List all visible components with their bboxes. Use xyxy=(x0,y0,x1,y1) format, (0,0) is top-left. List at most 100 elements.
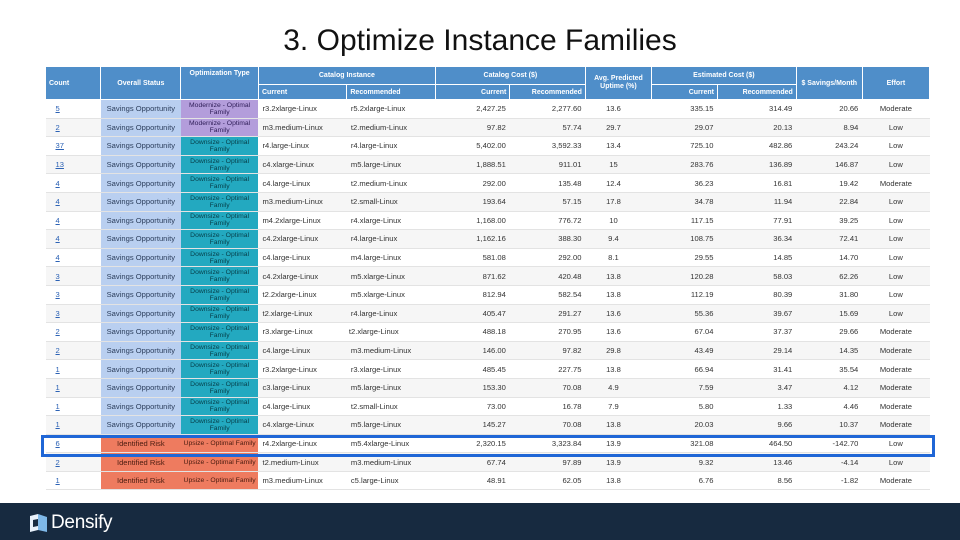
count-link: 3 xyxy=(45,266,101,286)
table-row[interactable]: 4 Savings Opportunity Downsize - Optimal F… xyxy=(45,192,930,212)
header-avg-uptime[interactable]: Avg. Predicted Uptime (%) xyxy=(584,66,652,100)
header-catalog-cost: Catalog Cost ($) xyxy=(434,66,586,85)
count-link[interactable]: 1 xyxy=(55,401,60,411)
count-link[interactable]: 6 xyxy=(55,438,60,448)
count-link: 2 xyxy=(45,452,101,472)
count-link[interactable]: 2 xyxy=(55,327,60,337)
header-cost-recommended[interactable]: Recommended xyxy=(509,84,586,100)
current-instance-cell: c4.large-Linux xyxy=(258,248,347,268)
overall-status-cell: Savings Opportunity xyxy=(100,397,181,417)
count-link[interactable]: 3 xyxy=(55,271,60,281)
recommended-estimated-cost-cell: 464.50 xyxy=(717,434,797,454)
count-link[interactable]: 1 xyxy=(55,476,60,486)
table-row[interactable]: 2 Savings Opportunity Downsize - Optimal F… xyxy=(45,322,930,342)
table-row[interactable]: 3 Savings Opportunity Downsize - Optimal F… xyxy=(45,285,930,305)
table-row[interactable]: 1 Savings Opportunity Downsize - Optimal F… xyxy=(45,359,930,379)
current-catalog-cost-cell: 145.27 xyxy=(435,415,510,435)
count-link: 3 xyxy=(45,304,101,324)
count-link: 2 xyxy=(45,322,101,342)
current-estimated-cost-cell: 55.36 xyxy=(651,304,718,324)
table-row[interactable]: 2 Identified Risk Upsize - Optimal Family t… xyxy=(45,452,930,472)
table-row[interactable]: 6 Identified Risk Upsize - Optimal Family r… xyxy=(45,434,930,454)
current-catalog-cost-cell: 97.82 xyxy=(435,118,510,138)
header-count[interactable]: Count xyxy=(44,66,102,100)
table-row[interactable]: 5 Savings Opportunity Modernize - Optimal … xyxy=(45,99,930,119)
current-estimated-cost-cell: 29.07 xyxy=(651,118,718,138)
optimization-type-cell: Downsize - Optimal Family xyxy=(180,397,259,417)
savings-month-cell: -1.82 xyxy=(796,471,863,491)
table-row[interactable]: 1 Identified Risk Upsize - Optimal Family m… xyxy=(45,471,930,491)
table-row[interactable]: 1 Savings Opportunity Downsize - Optimal F… xyxy=(45,415,930,435)
count-link[interactable]: 2 xyxy=(55,346,60,356)
overall-status-cell: Savings Opportunity xyxy=(100,322,181,342)
current-instance-cell: t2.medium-Linux xyxy=(258,452,347,472)
header-est-current[interactable]: Current xyxy=(650,84,718,100)
count-link: 4 xyxy=(45,248,101,268)
count-link[interactable]: 4 xyxy=(55,215,60,225)
header-savings-month[interactable]: $ Savings/Month xyxy=(795,66,863,100)
table-row[interactable]: 37 Savings Opportunity Downsize - Optimal … xyxy=(45,136,930,156)
count-link: 4 xyxy=(45,229,101,249)
header-catalog-current[interactable]: Current xyxy=(257,84,348,100)
current-estimated-cost-cell: 5.80 xyxy=(651,397,718,417)
optimization-type-cell: Downsize - Optimal Family xyxy=(180,136,259,156)
table-row[interactable]: 4 Savings Opportunity Downsize - Optimal F… xyxy=(45,173,930,193)
table-row[interactable]: 4 Savings Opportunity Downsize - Optimal F… xyxy=(45,229,930,249)
table-row[interactable]: 3 Savings Opportunity Downsize - Optimal F… xyxy=(45,266,930,286)
count-link[interactable]: 4 xyxy=(55,253,60,263)
current-catalog-cost-cell: 581.08 xyxy=(435,248,510,268)
count-link[interactable]: 2 xyxy=(55,457,60,467)
count-link[interactable]: 4 xyxy=(55,234,60,244)
current-instance-cell: r3.2xlarge-Linux xyxy=(258,99,347,119)
recommended-instance-cell: 1t2.xlarge-Linux xyxy=(346,322,436,342)
current-estimated-cost-cell: 29.55 xyxy=(651,248,718,268)
count-link[interactable]: 1 xyxy=(55,364,60,374)
table-row[interactable]: 2 Savings Opportunity Downsize - Optimal F… xyxy=(45,341,930,361)
count-link[interactable]: 2 xyxy=(55,122,60,132)
recommended-instance-cell: m5.large-Linux xyxy=(346,415,436,435)
effort-cell: Moderate xyxy=(862,378,930,398)
count-link[interactable]: 37 xyxy=(55,141,64,151)
recommended-instance-cell: t2.small-Linux xyxy=(346,192,436,212)
overall-status-cell: Savings Opportunity xyxy=(100,118,181,138)
table-row[interactable]: 4 Savings Opportunity Downsize - Optimal F… xyxy=(45,248,930,268)
savings-month-cell: -4.14 xyxy=(796,452,863,472)
header-catalog-recommended[interactable]: Recommended xyxy=(346,84,436,100)
header-effort[interactable]: Effort xyxy=(861,66,931,100)
current-catalog-cost-cell: 485.45 xyxy=(435,359,510,379)
recommended-estimated-cost-cell: 39.67 xyxy=(717,304,797,324)
count-link[interactable]: 5 xyxy=(55,104,60,114)
count-link[interactable]: 13 xyxy=(55,160,64,170)
current-catalog-cost-cell: 73.00 xyxy=(435,397,510,417)
count-link[interactable]: 3 xyxy=(55,290,60,300)
table-row[interactable]: 2 Savings Opportunity Modernize - Optimal … xyxy=(45,118,930,138)
count-link[interactable]: 4 xyxy=(55,197,60,207)
header-est-recommended[interactable]: Recommended xyxy=(716,84,797,100)
recommended-catalog-cost-cell: 62.05 xyxy=(509,471,586,491)
table-row[interactable]: 4 Savings Opportunity Downsize - Optimal F… xyxy=(45,211,930,231)
header-overall-status[interactable]: Overall Status xyxy=(100,66,182,100)
effort-cell: Low xyxy=(862,118,930,138)
overall-status-cell: Savings Opportunity xyxy=(100,211,181,231)
recommended-catalog-cost-cell: 97.89 xyxy=(509,452,586,472)
avg-uptime-cell: 13.6 xyxy=(585,304,652,324)
current-estimated-cost-cell: 117.15 xyxy=(651,211,718,231)
overall-status-cell: Savings Opportunity xyxy=(100,192,181,212)
count-link[interactable]: 4 xyxy=(55,178,60,188)
count-link: 1 xyxy=(45,471,101,491)
avg-uptime-cell: 13.8 xyxy=(585,471,652,491)
header-optimization-type[interactable]: Optimization Type xyxy=(180,66,259,100)
count-link[interactable]: 1 xyxy=(55,420,60,430)
table-row[interactable]: 1 Savings Opportunity Downsize - Optimal F… xyxy=(45,397,930,417)
savings-month-cell: 19.42 xyxy=(796,173,863,193)
count-link[interactable]: 1 xyxy=(55,383,60,393)
header-cost-current[interactable]: Current xyxy=(434,84,511,100)
table-row[interactable]: 1 Savings Opportunity Downsize - Optimal F… xyxy=(45,378,930,398)
count-link[interactable]: 3 xyxy=(55,308,60,318)
current-estimated-cost-cell: 112.19 xyxy=(651,285,718,305)
savings-month-cell: 20.66 xyxy=(796,99,863,119)
current-catalog-cost-cell: 292.00 xyxy=(435,173,510,193)
table-row[interactable]: 13 Savings Opportunity Downsize - Optimal … xyxy=(45,155,930,175)
table-row[interactable]: 3 Savings Opportunity Downsize - Optimal F… xyxy=(45,304,930,324)
current-instance-cell: r3.2xlarge-Linux xyxy=(258,359,347,379)
